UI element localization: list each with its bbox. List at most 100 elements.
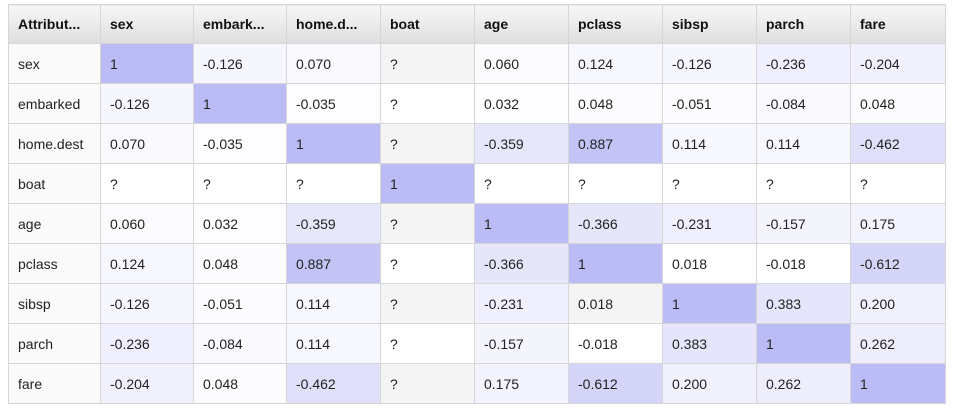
correlation-cell: 0.200: [850, 283, 946, 324]
correlation-cell: 1: [662, 283, 757, 324]
correlation-cell: 1: [756, 323, 851, 364]
correlation-cell: 1: [193, 83, 287, 124]
correlation-cell: ?: [380, 323, 475, 364]
correlation-cell: -0.018: [568, 323, 663, 364]
correlation-cell: 1: [568, 243, 663, 284]
table-row[interactable]: embarked -0.126 1 -0.035? 0.032 0.048 -0.051 -0…: [8, 83, 946, 124]
correlation-cell: 1: [380, 163, 475, 204]
correlation-cell: 0.114: [286, 283, 381, 324]
correlation-cell: 0.032: [474, 83, 569, 124]
correlation-cell: ?: [756, 163, 851, 204]
correlation-matrix-view: Attribut... sex embark... home.d... boat…: [8, 4, 946, 404]
correlation-cell: -0.126: [100, 283, 194, 324]
correlation-cell: ?: [662, 163, 757, 204]
correlation-cell: 0.887: [286, 243, 381, 284]
correlation-cell: 0.887: [568, 123, 663, 164]
table-row[interactable]: pclass 0.124 0.048 0.887? -0.366 1 0.018 -0.018…: [8, 243, 946, 284]
correlation-cell: 0.060: [474, 43, 569, 84]
correlation-cell: -0.126: [193, 43, 287, 84]
table-row[interactable]: home.dest 0.070 -0.035 1? -0.359 0.887 0.114 0.…: [8, 123, 946, 164]
correlation-cell: 0.262: [756, 363, 851, 404]
matrix-body: sex 1 -0.126 0.070? 0.060 0.124 -0.126 -0.236 -0…: [8, 43, 946, 404]
correlation-cell: ?: [380, 363, 475, 404]
correlation-cell: -0.084: [756, 83, 851, 124]
correlation-cell: 1: [474, 203, 569, 244]
column-header-age[interactable]: age: [474, 4, 569, 44]
correlation-cell: -0.084: [193, 323, 287, 364]
row-header-attribute: sibsp: [8, 283, 101, 324]
column-header-sex[interactable]: sex: [100, 4, 194, 44]
correlation-cell: 0.175: [850, 203, 946, 244]
correlation-cell: ?: [193, 163, 287, 204]
column-header-attribute[interactable]: Attribut...: [8, 4, 101, 44]
column-header-fare[interactable]: fare: [850, 4, 946, 44]
correlation-cell: 0.114: [756, 123, 851, 164]
correlation-cell: -0.035: [193, 123, 287, 164]
header-row: Attribut... sex embark... home.d... boat…: [8, 4, 946, 44]
column-header-pclass[interactable]: pclass: [568, 4, 663, 44]
correlation-cell: -0.359: [474, 123, 569, 164]
row-header-attribute: age: [8, 203, 101, 244]
row-header-attribute: home.dest: [8, 123, 101, 164]
correlation-cell: 0.018: [568, 283, 663, 324]
column-header-home-dest[interactable]: home.d...: [286, 4, 381, 44]
correlation-cell: 0.175: [474, 363, 569, 404]
correlation-cell: 0.200: [662, 363, 757, 404]
correlation-cell: 0.048: [193, 243, 287, 284]
correlation-cell: -0.157: [756, 203, 851, 244]
row-header-attribute: boat: [8, 163, 101, 204]
correlation-cell: -0.236: [100, 323, 194, 364]
correlation-cell: 0.114: [662, 123, 757, 164]
correlation-cell: ?: [850, 163, 946, 204]
correlation-cell: ?: [380, 123, 475, 164]
table-row[interactable]: fare -0.204 0.048 -0.462? 0.175 -0.612 0.200 0.…: [8, 363, 946, 404]
correlation-cell: -0.051: [662, 83, 757, 124]
correlation-cell: 0.124: [100, 243, 194, 284]
correlation-cell: ?: [380, 283, 475, 324]
column-header-embarked[interactable]: embark...: [193, 4, 287, 44]
correlation-cell: -0.366: [568, 203, 663, 244]
correlation-cell: -0.359: [286, 203, 381, 244]
table-row[interactable]: boat??? 1?????: [8, 163, 946, 204]
correlation-cell: 0.383: [662, 323, 757, 364]
correlation-cell: ?: [380, 203, 475, 244]
correlation-cell: 0.383: [756, 283, 851, 324]
correlation-cell: -0.231: [474, 283, 569, 324]
correlation-cell: -0.157: [474, 323, 569, 364]
correlation-cell: 0.048: [850, 83, 946, 124]
row-header-attribute: fare: [8, 363, 101, 404]
row-header-attribute: embarked: [8, 83, 101, 124]
correlation-cell: -0.236: [756, 43, 851, 84]
correlation-cell: 1: [850, 363, 946, 404]
correlation-cell: -0.231: [662, 203, 757, 244]
correlation-cell: -0.204: [100, 363, 194, 404]
correlation-cell: 0.070: [100, 123, 194, 164]
table-row[interactable]: age 0.060 0.032 -0.359? 1 -0.366 -0.231 -0.157 0…: [8, 203, 946, 244]
correlation-cell: ?: [568, 163, 663, 204]
correlation-cell: ?: [100, 163, 194, 204]
correlation-cell: 0.124: [568, 43, 663, 84]
correlation-cell: 0.048: [568, 83, 663, 124]
correlation-cell: ?: [474, 163, 569, 204]
table-row[interactable]: sibsp -0.126 -0.051 0.114? -0.231 0.018 1 0.383…: [8, 283, 946, 324]
correlation-cell: -0.018: [756, 243, 851, 284]
column-header-boat[interactable]: boat: [380, 4, 475, 44]
correlation-cell: -0.612: [850, 243, 946, 284]
correlation-cell: ?: [286, 163, 381, 204]
column-header-parch[interactable]: parch: [756, 4, 851, 44]
correlation-cell: 0.018: [662, 243, 757, 284]
correlation-cell: -0.051: [193, 283, 287, 324]
column-header-sibsp[interactable]: sibsp: [662, 4, 757, 44]
correlation-matrix-table: Attribut... sex embark... home.d... boat…: [8, 4, 946, 404]
correlation-cell: -0.126: [100, 83, 194, 124]
correlation-cell: 0.070: [286, 43, 381, 84]
row-header-attribute: parch: [8, 323, 101, 364]
table-row[interactable]: parch -0.236 -0.084 0.114? -0.157 -0.018 0.383…: [8, 323, 946, 364]
correlation-cell: -0.462: [286, 363, 381, 404]
correlation-cell: ?: [380, 43, 475, 84]
correlation-cell: ?: [380, 83, 475, 124]
correlation-cell: -0.462: [850, 123, 946, 164]
table-row[interactable]: sex 1 -0.126 0.070? 0.060 0.124 -0.126 -0.236 -0…: [8, 43, 946, 84]
correlation-cell: ?: [380, 243, 475, 284]
row-header-attribute: pclass: [8, 243, 101, 284]
